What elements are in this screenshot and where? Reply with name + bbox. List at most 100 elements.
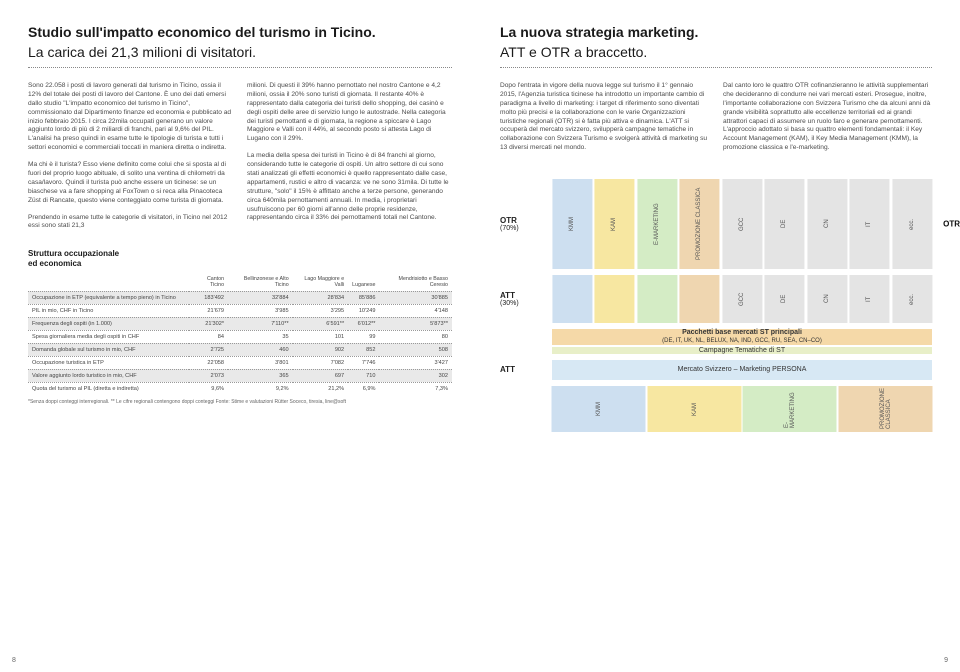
- table-cell: 710: [348, 369, 379, 382]
- table-cell: 7'082: [293, 356, 349, 369]
- right-subtitle: ATT e OTR a braccetto.: [500, 44, 932, 62]
- table-cell: 32'884: [228, 291, 293, 304]
- table-cell: 460: [228, 343, 293, 356]
- table-cell: 7'110**: [228, 317, 293, 330]
- pillar-bottom: KAM: [648, 386, 742, 432]
- table-cell: 6'591**: [293, 317, 349, 330]
- pillar-kam: KAM: [594, 179, 634, 269]
- table-row: Valore aggiunto lordo turistico in mio, …: [28, 369, 452, 382]
- table-cell: 3'801: [228, 356, 293, 369]
- otr-label: OTR: [500, 216, 552, 225]
- band-pacchetti-l1: Pacchetti base mercati ST principali: [682, 329, 802, 337]
- table-cell: 365: [228, 369, 293, 382]
- table-cell: 697: [293, 369, 349, 382]
- table-col-header: Lago Maggiore e Valli: [293, 273, 349, 292]
- table-cell: 10'249: [348, 304, 379, 317]
- right-page: La nuova strategia marketing. ATT e OTR …: [480, 0, 960, 672]
- marketing-diagram: OTR (70%) OTR KMMKAME-MARKETINGPROMOZION…: [500, 179, 932, 432]
- table-cell: 5'873**: [379, 317, 452, 330]
- page-number-left: 8: [12, 657, 16, 664]
- otr-pct: (70%): [500, 225, 552, 232]
- pillar-kmm: KMM: [552, 179, 592, 269]
- market-cell: ecc.: [892, 275, 932, 323]
- att2-label: ATT: [500, 365, 552, 374]
- table-cell: 21'302*: [189, 317, 228, 330]
- table-row: Quota del turismo al PIL (diretta e indi…: [28, 382, 452, 395]
- table-cell: 3'427: [379, 356, 452, 369]
- economic-table-block: Struttura occupazionale ed economica Can…: [28, 249, 452, 405]
- table-cell: 6'012**: [348, 317, 379, 330]
- table-cell: Valore aggiunto lordo turistico in mio, …: [28, 369, 189, 382]
- market-cell: GCC: [722, 275, 762, 323]
- table-cell: Occupazione turistica in ETP: [28, 356, 189, 369]
- table-cell: 101: [293, 330, 349, 343]
- para: Dopo l'entrata in vigore della nuova leg…: [500, 82, 709, 153]
- economic-table: Canton TicinoBellinzonese e Alto TicinoL…: [28, 273, 452, 395]
- table-cell: 80: [379, 330, 452, 343]
- table-row: Frequenza degli ospiti (in 1.000)21'302*…: [28, 317, 452, 330]
- pillar-bottom: E-MARKETING: [743, 386, 837, 432]
- table-row: Occupazione in ETP (equivalente a tempo …: [28, 291, 452, 304]
- table-row: Domanda globale sul turismo in mio, CHF2…: [28, 343, 452, 356]
- table-cell: 2'725: [189, 343, 228, 356]
- left-title: Studio sull'impatto economico del turism…: [28, 24, 452, 42]
- market-cell: CN: [807, 275, 847, 323]
- band-pacchetti-l2: (DE, IT, UK, NL, BELUX, NA, IND, GCC, RU…: [662, 338, 822, 345]
- pillar-bottom: KMM: [552, 386, 646, 432]
- table-cell: 508: [379, 343, 452, 356]
- band-pacchetti: Pacchetti base mercati ST principali (DE…: [552, 329, 932, 345]
- pillar-bottom: PROMOZIONE CLASSICA: [839, 386, 933, 432]
- band-campagne: Campagne Tematiche di ST: [552, 347, 932, 354]
- otr-side-label: OTR: [943, 220, 960, 229]
- table-cell: 28'834: [293, 291, 349, 304]
- table-cell: PIL in mio, CHF in Ticino: [28, 304, 189, 317]
- table-cell: 21'679: [189, 304, 228, 317]
- para: milioni. Di questi il 39% hanno pernotta…: [247, 82, 452, 144]
- table-cell: 85'886: [348, 291, 379, 304]
- para: Sono 22.058 i posti di lavoro generati d…: [28, 82, 233, 153]
- market-cell: IT: [849, 179, 889, 269]
- table-col-header: [28, 273, 189, 292]
- table-cell: 9,2%: [228, 382, 293, 395]
- table-col-header: Canton Ticino: [189, 273, 228, 292]
- table-cell: 902: [293, 343, 349, 356]
- pillar-short: [552, 275, 592, 323]
- para: Prendendo in esame tutte le categorie di…: [28, 214, 233, 232]
- table-cell: 30'885: [379, 291, 452, 304]
- table-cell: Spesa giornaliera media degli ospiti in …: [28, 330, 189, 343]
- table-cell: 3'985: [228, 304, 293, 317]
- pillar-short: [679, 275, 719, 323]
- market-cell: IT: [849, 275, 889, 323]
- right-title: La nuova strategia marketing.: [500, 24, 932, 42]
- market-cell: CN: [807, 179, 847, 269]
- table-cell: 6,9%: [348, 382, 379, 395]
- table-cell: 84: [189, 330, 228, 343]
- market-cell: DE: [764, 275, 804, 323]
- market-cell: ecc.: [892, 179, 932, 269]
- table-cell: 21,2%: [293, 382, 349, 395]
- table-cell: 99: [348, 330, 379, 343]
- table-cell: 7,3%: [379, 382, 452, 395]
- table-cell: Frequenza degli ospiti (in 1.000): [28, 317, 189, 330]
- pillar-promozione classica: PROMOZIONE CLASSICA: [679, 179, 719, 269]
- page-number-right: 9: [944, 657, 948, 664]
- divider: [28, 67, 452, 68]
- table-cell: 22'058: [189, 356, 228, 369]
- table-col-header: Bellinzonese e Alto Ticino: [228, 273, 293, 292]
- table-cell: 9,6%: [189, 382, 228, 395]
- market-cell: DE: [764, 179, 804, 269]
- table-cell: 302: [379, 369, 452, 382]
- table-cell: 7'746: [348, 356, 379, 369]
- table-footnote: *Senza doppi conteggi interregionali. **…: [28, 399, 452, 406]
- table-cell: 35: [228, 330, 293, 343]
- table-cell: 183'492: [189, 291, 228, 304]
- pillar-short: [594, 275, 634, 323]
- para: Dal canto loro le quattro OTR cofinanzie…: [723, 82, 932, 153]
- table-row: Occupazione turistica in ETP22'0583'8017…: [28, 356, 452, 369]
- band-mercato: Mercato Svizzero – Marketing PERSONA: [552, 360, 932, 380]
- table-cell: 852: [348, 343, 379, 356]
- table-cell: Occupazione in ETP (equivalente a tempo …: [28, 291, 189, 304]
- table-row: PIL in mio, CHF in Ticino21'6793'9853'29…: [28, 304, 452, 317]
- table-title-l2: ed economica: [28, 259, 81, 268]
- table-cell: 4'148: [379, 304, 452, 317]
